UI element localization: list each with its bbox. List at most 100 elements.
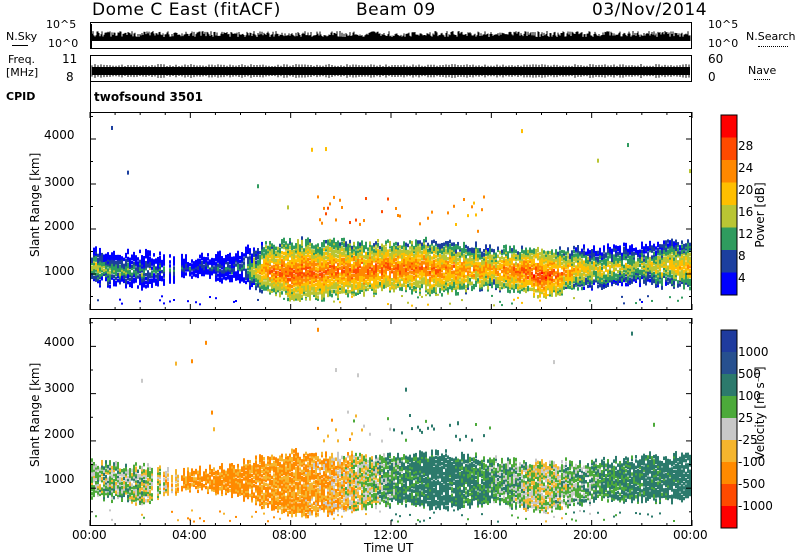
heatmap-cell — [265, 281, 267, 285]
heatmap-cell — [121, 256, 123, 260]
heatmap-cell — [311, 243, 313, 247]
heatmap-cell — [331, 294, 333, 298]
heatmap-cell — [555, 275, 557, 279]
heatmap-cell — [363, 219, 365, 222]
heatmap-cell — [281, 259, 283, 263]
heatmap-cell — [543, 292, 545, 296]
heatmap-cell — [127, 171, 129, 175]
nsky-trace — [91, 24, 690, 48]
heatmap-cell — [467, 258, 469, 262]
heatmap-cell — [275, 251, 277, 255]
heatmap-cell — [541, 289, 543, 293]
heatmap-cell — [573, 246, 575, 250]
heatmap-cell — [147, 270, 149, 274]
heatmap-cell — [293, 250, 295, 254]
heatmap-cell — [169, 268, 171, 272]
heatmap-cell — [573, 268, 575, 272]
heatmap-cell — [497, 271, 499, 275]
heatmap-cell — [317, 243, 319, 247]
heatmap-cell — [275, 271, 277, 275]
heatmap-cell — [409, 246, 411, 250]
heatmap-cell — [173, 299, 175, 301]
heatmap-cell — [283, 268, 285, 272]
heatmap-cell — [127, 257, 129, 261]
heatmap-cell — [331, 240, 333, 244]
heatmap-cell — [473, 202, 475, 205]
heatmap-cell — [111, 274, 113, 278]
heatmap-cell — [319, 277, 321, 281]
heatmap-cell — [149, 272, 151, 276]
heatmap-cell — [279, 266, 281, 270]
heatmap-cell — [339, 290, 341, 294]
heatmap-cell — [145, 261, 147, 265]
heatmap-cell — [335, 282, 337, 286]
heatmap-cell — [107, 252, 109, 256]
heatmap-cell — [157, 273, 159, 277]
heatmap-cell — [355, 250, 357, 254]
heatmap-cell — [311, 148, 313, 152]
heatmap-cell — [349, 221, 351, 224]
heatmap-cell — [441, 243, 443, 247]
heatmap-cell — [411, 275, 413, 279]
heatmap-cell — [309, 261, 311, 265]
heatmap-cell — [465, 249, 467, 253]
heatmap-cell — [405, 285, 407, 289]
heatmap-cell — [343, 248, 345, 252]
heatmap-cell — [173, 266, 175, 270]
heatmap-cell — [447, 261, 449, 265]
heatmap-cell — [289, 278, 291, 282]
heatmap-cell — [575, 247, 577, 251]
heatmap-cell — [415, 239, 417, 243]
heatmap-cell — [257, 184, 259, 188]
heatmap-cell — [245, 281, 247, 285]
heatmap-cell — [297, 293, 299, 297]
heatmap-cell — [431, 240, 433, 244]
heatmap-cell — [283, 252, 285, 256]
heatmap-cell — [577, 287, 579, 291]
heatmap-cell — [205, 257, 207, 261]
heatmap-cell — [457, 252, 459, 256]
heatmap-cell — [457, 292, 459, 296]
heatmap-cell — [253, 247, 255, 251]
heatmap-cell — [389, 287, 391, 291]
heatmap-cell — [267, 246, 269, 250]
heatmap-cell — [295, 259, 297, 263]
heatmap-cell — [379, 276, 381, 280]
heatmap-cell — [561, 254, 563, 258]
heatmap-cell — [325, 240, 327, 244]
heatmap-cell — [155, 266, 157, 270]
heatmap-cell — [137, 261, 139, 265]
heatmap-cell — [365, 274, 367, 278]
heatmap-cell — [109, 271, 111, 275]
heatmap-cell — [439, 254, 441, 258]
heatmap-cell — [563, 276, 565, 280]
heatmap-cell — [435, 259, 437, 263]
heatmap-cell — [341, 238, 343, 242]
heatmap-cell — [169, 300, 171, 302]
heatmap-cell — [137, 275, 139, 279]
heatmap-cell — [311, 267, 313, 271]
heatmap-cell — [255, 283, 257, 287]
heatmap-cell — [315, 244, 317, 248]
heatmap-cell — [131, 261, 133, 265]
heatmap-cell — [497, 247, 499, 251]
heatmap-cell — [417, 258, 419, 262]
heatmap-cell — [213, 266, 215, 270]
heatmap-cell — [315, 263, 317, 267]
heatmap-cell — [119, 299, 121, 301]
heatmap-cell — [337, 263, 339, 267]
heatmap-cell — [335, 266, 337, 270]
heatmap-cell — [235, 253, 237, 257]
heatmap-cell — [435, 255, 437, 259]
heatmap-cell — [131, 265, 133, 269]
heatmap-cell — [409, 286, 411, 290]
heatmap-cell — [105, 254, 107, 258]
heatmap-cell — [353, 242, 355, 246]
heatmap-cell — [359, 268, 361, 272]
heatmap-cell — [455, 286, 457, 290]
heatmap-cell — [217, 277, 219, 281]
heatmap-cell — [411, 241, 413, 245]
heatmap-cell — [291, 298, 293, 300]
heatmap-cell — [543, 286, 545, 290]
heatmap-cell — [377, 265, 379, 269]
